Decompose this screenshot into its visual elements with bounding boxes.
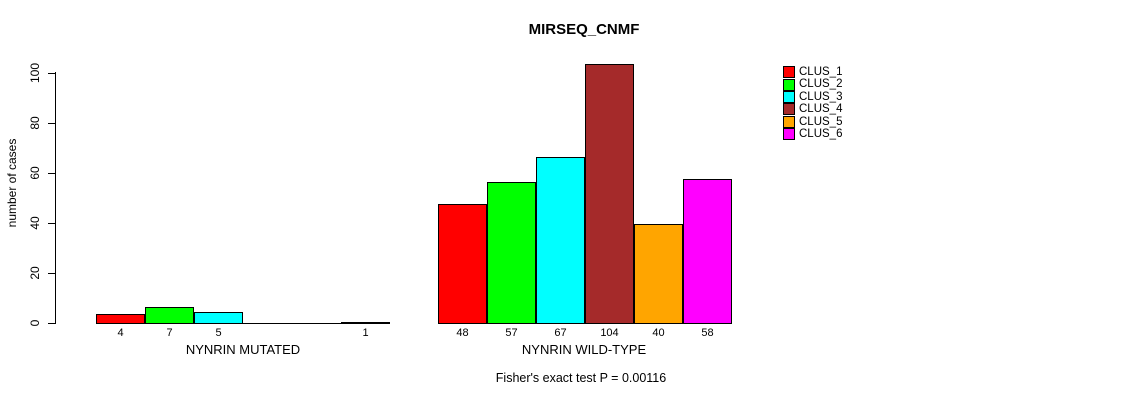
legend-label: CLUS_1	[799, 66, 843, 78]
bar-clus_2-group2	[487, 181, 536, 324]
legend-swatch-icon	[783, 103, 795, 116]
y-axis-tick	[48, 322, 56, 324]
y-axis-tick-label: 40	[28, 216, 42, 230]
legend-item-clus_1: CLUS_1	[783, 66, 843, 79]
fisher-test-caption: Fisher's exact test P = 0.00116	[495, 371, 667, 385]
legend-label: CLUS_4	[799, 103, 843, 116]
legend-swatch-icon	[783, 90, 795, 103]
legend-swatch-icon	[783, 128, 795, 141]
y-axis-tick	[48, 122, 56, 124]
bar-value-label: 58	[701, 327, 714, 339]
legend-label: CLUS_5	[799, 115, 843, 128]
legend-item-clus_3: CLUS_3	[783, 91, 842, 103]
bar-value-label: 57	[505, 327, 518, 339]
bar-value-label: 7	[166, 327, 173, 339]
y-axis-tick-label: 60	[28, 166, 42, 180]
bar-clus_1-group1	[96, 314, 145, 324]
bar-clus_6-group1	[341, 321, 390, 324]
y-axis-tick-label: 20	[28, 266, 42, 280]
y-axis-line	[55, 72, 56, 323]
legend-label: CLUS_2	[799, 78, 843, 91]
bar-value-label: 1	[362, 327, 369, 339]
chart-title: MIRSEQ_CNMF	[528, 21, 640, 38]
x-group-label-wildtype: NYNRIN WILD-TYPE	[521, 342, 647, 357]
bar-value-label: 40	[652, 327, 665, 339]
y-axis-tick-label: 80	[28, 116, 42, 130]
legend: CLUS_1 CLUS_2 CLUS_3 CLUS_4 CLUS_5 CLUS_6	[783, 66, 843, 141]
bar-value-label: 5	[215, 327, 222, 339]
bar-clus_2-group1	[145, 306, 194, 324]
bar-clus_4-group2	[585, 64, 634, 324]
y-axis-tick-label: 100	[28, 62, 42, 84]
bar-clus_3-group2	[536, 156, 585, 324]
legend-item-clus_2: CLUS_2	[783, 78, 843, 91]
y-axis-tick	[48, 272, 56, 274]
legend-item-clus_5: CLUS_5	[783, 116, 842, 128]
bar-value-label: 4	[117, 327, 124, 339]
y-axis-tick	[48, 222, 56, 224]
legend-swatch-icon	[783, 115, 795, 128]
y-axis-tick	[48, 72, 56, 74]
bar-clus_6-group2	[683, 179, 732, 324]
bar-value-label: 67	[554, 327, 567, 339]
bar-clus_1-group2	[438, 204, 487, 324]
bar-value-label: 104	[600, 327, 619, 339]
legend-label: CLUS_3	[799, 90, 843, 103]
legend-label: CLUS_6	[799, 127, 843, 140]
bar-clus_3-group1	[194, 311, 243, 324]
legend-item-clus_4: CLUS_4	[783, 103, 843, 116]
legend-swatch-icon	[783, 66, 795, 79]
legend-swatch-icon	[783, 78, 795, 91]
y-axis-tick	[48, 172, 56, 174]
y-axis-tick-label: 0	[28, 319, 42, 327]
bar-value-label: 48	[456, 327, 469, 339]
y-axis-title: number of cases	[5, 138, 19, 228]
bar-clus_5-group2	[634, 224, 683, 324]
x-group-label-mutated: NYNRIN MUTATED	[185, 342, 301, 357]
legend-item-clus_6: CLUS_6	[783, 127, 843, 141]
x-axis-baseline	[96, 323, 390, 324]
